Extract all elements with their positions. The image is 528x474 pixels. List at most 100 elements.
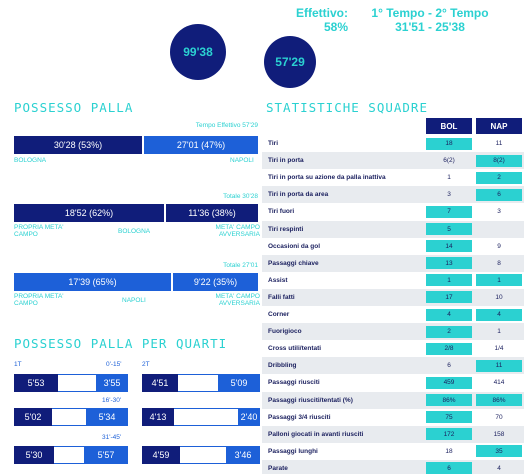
stat-value-nap: 414 <box>493 379 505 387</box>
stat-value-bol: 18 <box>426 137 472 150</box>
effective-time-circle: 57'29 <box>264 36 316 88</box>
stat-value-bol: 18 <box>445 447 453 455</box>
stat-value-bol: 75 <box>426 411 472 424</box>
stat-value-nap: 1/4 <box>494 345 504 353</box>
stats-row: Tiri respinti 5 <box>262 220 524 238</box>
stat-name: Passaggi chiave <box>268 259 319 267</box>
second-half-label: 2T <box>142 361 150 368</box>
stats-row: Tiri in porta su azione da palla inattiv… <box>262 169 524 186</box>
stat-value-bol: 6 <box>426 462 472 474</box>
quarter-label-1: 0'-15' <box>106 361 122 368</box>
quarter-cell-1t-bol: 5'53 <box>14 374 58 392</box>
bol-own-half-bar: 18'52 (62%) <box>14 204 164 222</box>
stats-row: Palloni giocati in avanti riusciti 172 158 <box>262 425 524 443</box>
stats-row: Passaggi chiave 13 8 <box>262 254 524 272</box>
stats-row: Fuorigioco 2 1 <box>262 323 524 341</box>
stat-value-bol: 13 <box>426 257 472 270</box>
quarter-cell-2t-nap: 2'40 <box>238 408 260 426</box>
stat-name: Passaggi riusciti/tentati (%) <box>268 396 353 404</box>
stat-value-bol: 4 <box>426 308 472 321</box>
stats-row: Passaggi 3/4 riusciti 75 70 <box>262 409 524 426</box>
stat-name: Cross utili/tentati <box>268 345 322 353</box>
stats-row: Tiri in porta 6(2) 8(2) <box>262 152 524 170</box>
stat-name: Assist <box>268 276 288 284</box>
first-half-label: 1T <box>14 361 22 368</box>
stats-row: Parate 6 4 <box>262 459 524 474</box>
stat-value-bol: 17 <box>426 291 472 304</box>
possesso-bar-napoli: 27'01 (47%) <box>144 136 258 154</box>
tempi-value: 31'51 - 25'38 <box>395 20 465 34</box>
stat-value-nap: 2 <box>476 171 522 184</box>
effective-caption: Tempo Effettivo 57'29 <box>195 122 258 129</box>
stat-value-nap: 70 <box>495 413 503 421</box>
effettivo-label: Effettivo: <box>296 6 348 20</box>
label-napoli: NAPOLI <box>230 157 254 164</box>
quarter-cell-1t-bol: 5'30 <box>14 446 54 464</box>
stats-row: Passaggi riusciti/tentati (%) 86% 86% <box>262 391 524 409</box>
stat-value-nap: 4 <box>476 308 522 321</box>
stat-name: Passaggi lunghi <box>268 447 318 455</box>
label-center-bologna: BOLOGNA <box>118 228 151 235</box>
possesso-bar-bologna: 30'28 (53%) <box>14 136 142 154</box>
tempi-label: 1° Tempo - 2° Tempo <box>371 6 489 20</box>
stat-value-nap: 3 <box>497 208 501 216</box>
quarter-cell-1t-bol: 5'02 <box>14 408 52 426</box>
stat-name: Tiri <box>268 140 278 147</box>
stat-name: Tiri respinti <box>268 225 304 233</box>
stat-name: Dribbling <box>268 362 297 370</box>
label-bologna: BOLOGNA <box>14 157 47 164</box>
stat-value-nap: 158 <box>493 430 505 438</box>
label-opp-half-2: META' CAMPO AVVERSARIA <box>215 293 260 307</box>
stat-value-nap: 86% <box>476 394 522 406</box>
stat-name: Tiri in porta su azione da palla inattiv… <box>268 174 386 182</box>
quarter-cell-2t-nap: 5'09 <box>218 374 260 392</box>
stat-value-bol: 1 <box>447 174 451 182</box>
bol-opp-half-bar: 11'36 (38%) <box>166 204 258 222</box>
stat-value-bol: 14 <box>426 240 472 253</box>
nap-own-half-bar: 17'39 (65%) <box>14 273 171 291</box>
stat-value-bol: 7 <box>426 205 472 218</box>
stat-name: Tiri in porta da area <box>268 191 329 199</box>
stat-value-bol: 3 <box>447 191 451 199</box>
stat-name: Palloni giocati in avanti riusciti <box>268 430 364 438</box>
caption-totale-nap: Totale 27'01 <box>223 262 258 269</box>
stat-value-bol: 6(2) <box>443 157 455 165</box>
tempi-block: 1° Tempo - 2° Tempo 31'51 - 25'38 <box>360 6 500 34</box>
stats-row: Cross utili/tentati 2/8 1/4 <box>262 340 524 357</box>
quarter-cell-2t-bol: 4'13 <box>142 408 174 426</box>
stats-row: Dribbling 6 11 <box>262 357 524 375</box>
caption-totale-bol: Totale 30'28 <box>223 193 258 200</box>
stat-value-bol: 459 <box>426 376 472 389</box>
quarti-title: POSSESSO PALLA PER QUARTI <box>14 336 228 351</box>
stat-value-nap: 35 <box>476 445 522 458</box>
stat-name: Fuorigioco <box>268 328 302 336</box>
label-own-half-1: PROPRIA META' CAMPO <box>14 224 64 238</box>
stat-value-bol: 2/8 <box>426 342 472 355</box>
stat-name: Tiri fuori <box>268 208 295 216</box>
stat-name: Falli fatti <box>268 293 295 301</box>
stats-row: Falli fatti 17 10 <box>262 288 524 306</box>
effettivo-block: Effettivo: 58% <box>288 6 348 34</box>
effettivo-value: 58% <box>323 20 348 34</box>
stat-value-bol: 6 <box>447 362 451 370</box>
stat-value-nap: 1 <box>497 328 501 336</box>
possesso-title: POSSESSO PALLA <box>14 100 134 115</box>
nap-opp-half-bar: 9'22 (35%) <box>173 273 258 291</box>
stat-value-bol: 5 <box>426 223 472 235</box>
stat-value-bol: 86% <box>426 394 472 406</box>
stat-value-nap <box>476 223 522 235</box>
stat-value-nap: 6 <box>476 188 522 201</box>
stat-value-nap: 9 <box>497 242 501 250</box>
stat-value-nap: 11 <box>476 359 522 372</box>
stats-row: Tiri 18 11 <box>262 135 524 152</box>
label-own-half-2: PROPRIA META' CAMPO <box>14 293 64 307</box>
quarter-cell-1t-nap: 3'55 <box>96 374 128 392</box>
stats-row: Passaggi lunghi 18 35 <box>262 443 524 460</box>
stats-header-bol: BOL <box>426 118 472 134</box>
label-center-napoli: NAPOLI <box>122 297 146 304</box>
stat-name: Tiri in porta <box>268 157 304 165</box>
stat-value-nap: 8(2) <box>476 154 522 167</box>
quarter-cell-1t-nap: 5'34 <box>86 408 128 426</box>
quarter-cell-2t-bol: 4'59 <box>142 446 180 464</box>
quarter-label-2: 16'-30' <box>102 397 122 404</box>
